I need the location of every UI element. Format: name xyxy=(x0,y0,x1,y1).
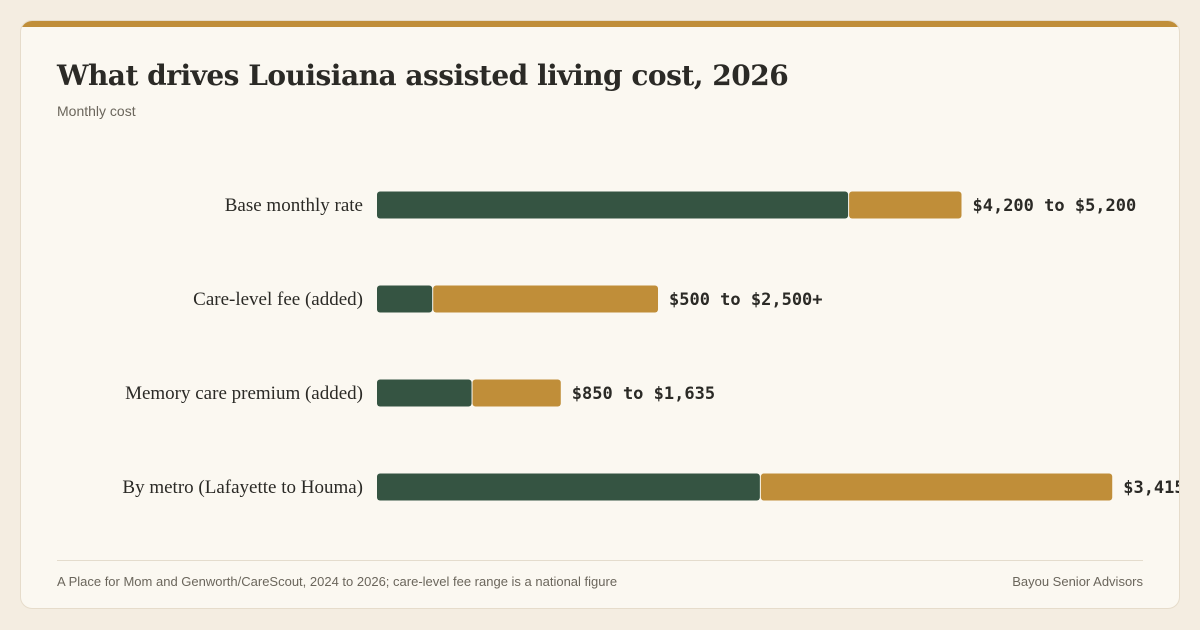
chart-subtitle: Monthly cost xyxy=(57,103,136,119)
value-label: $4,200 to $5,200 xyxy=(972,196,1136,216)
category-label: Memory care premium (added) xyxy=(125,383,363,404)
bar-high-segment xyxy=(849,191,962,219)
chart-title: What drives Louisiana assisted living co… xyxy=(57,59,789,92)
bar-high-segment xyxy=(760,473,1113,501)
bar-high-segment xyxy=(433,285,659,313)
brand-name: Bayou Senior Advisors xyxy=(1012,574,1143,589)
accent-bar xyxy=(21,21,1179,27)
bar-low-segment xyxy=(377,379,472,407)
value-label: $850 to $1,635 xyxy=(572,384,715,404)
bar-chart: Base monthly rate $4,200 to $5,200 Care-le… xyxy=(122,191,1180,501)
value-label: $3,415 to $6,541 xyxy=(1123,478,1180,498)
category-label: By metro (Lafayette to Houma) xyxy=(122,477,363,498)
footer-divider xyxy=(57,560,1143,561)
bar-low-segment xyxy=(377,191,849,219)
chart-card: What drives Louisiana assisted living co… xyxy=(20,20,1180,609)
source-note: A Place for Mom and Genworth/CareScout, … xyxy=(57,574,618,589)
category-label: Care-level fee (added) xyxy=(193,289,363,310)
bar-low-segment xyxy=(377,285,433,313)
value-label: $500 to $2,500+ xyxy=(669,290,823,310)
bar-high-segment xyxy=(472,379,561,407)
category-label: Base monthly rate xyxy=(225,195,363,216)
bar-low-segment xyxy=(377,473,760,501)
